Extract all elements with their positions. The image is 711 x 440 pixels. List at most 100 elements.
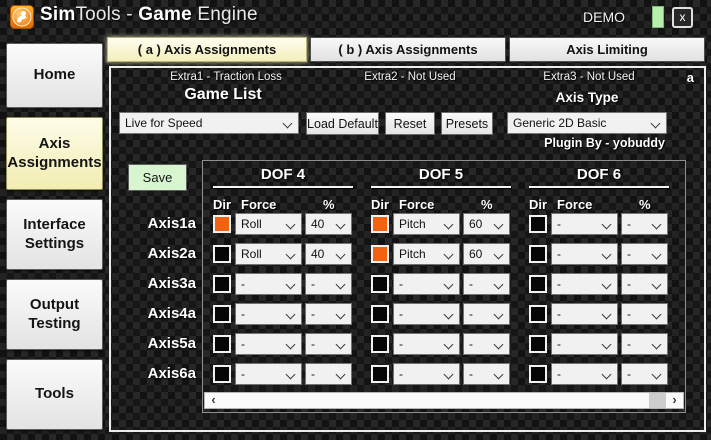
tab-axis-assignments-a[interactable]: ( a ) Axis Assignments bbox=[107, 37, 307, 62]
dir-checkbox[interactable] bbox=[213, 215, 231, 233]
dof-table-panel: DOF 4 DOF 5 DOF 6 Dir Force% Dir Force% Dir F… bbox=[202, 160, 686, 413]
force-dropdown[interactable]: - bbox=[235, 363, 302, 385]
percent-dropdown[interactable]: - bbox=[621, 273, 668, 295]
force-column-header: Force bbox=[241, 197, 277, 212]
force-selected: - bbox=[241, 277, 245, 291]
close-button[interactable]: x bbox=[672, 7, 693, 28]
axis-row-label: Axis2a bbox=[147, 245, 196, 262]
dir-checkbox[interactable] bbox=[213, 335, 231, 353]
force-dropdown[interactable]: Roll bbox=[235, 213, 302, 235]
dir-checkbox[interactable] bbox=[529, 275, 547, 293]
chevron-down-icon bbox=[443, 249, 454, 260]
dir-checkbox[interactable] bbox=[213, 305, 231, 323]
demo-badge: DEMO bbox=[583, 9, 625, 25]
extra1-status: Extra1 - Traction Loss bbox=[170, 71, 282, 83]
dir-checkbox[interactable] bbox=[529, 335, 547, 353]
dir-checkbox[interactable] bbox=[371, 335, 389, 353]
chevron-down-icon bbox=[493, 339, 504, 350]
tab-axis-assignments-b[interactable]: ( b ) Axis Assignments bbox=[310, 37, 506, 62]
percent-dropdown[interactable]: - bbox=[621, 333, 668, 355]
sidebar-item-home[interactable]: Home bbox=[6, 43, 103, 108]
dir-checkbox[interactable] bbox=[371, 245, 389, 263]
chevron-down-icon bbox=[285, 339, 296, 350]
dir-column-header: Dir bbox=[529, 197, 548, 212]
game-list-dropdown[interactable]: Live for Speed bbox=[119, 112, 299, 134]
scroll-right-icon[interactable]: › bbox=[666, 393, 683, 408]
dir-checkbox[interactable] bbox=[213, 365, 231, 383]
percent-dropdown[interactable]: 60 bbox=[463, 213, 510, 235]
sidebar-item-tools[interactable]: Tools bbox=[6, 359, 103, 430]
app-icon bbox=[10, 5, 34, 29]
force-dropdown[interactable]: - bbox=[393, 333, 460, 355]
percent-dropdown[interactable]: - bbox=[621, 213, 668, 235]
chevron-down-icon bbox=[443, 219, 454, 230]
chevron-down-icon bbox=[335, 279, 346, 290]
scrollbar-thumb[interactable] bbox=[222, 393, 649, 408]
page-marker: a bbox=[686, 70, 694, 85]
sidebar-item-interface-settings[interactable]: Interface Settings bbox=[6, 199, 103, 270]
sidebar-item-axis-assignments[interactable]: Axis Assignments bbox=[6, 117, 103, 190]
dir-column-header: Dir bbox=[213, 197, 232, 212]
tab-axis-limiting[interactable]: Axis Limiting bbox=[509, 37, 705, 62]
axis-type-dropdown[interactable]: Generic 2D Basic bbox=[507, 112, 667, 134]
percent-selected: 40 bbox=[311, 217, 325, 231]
force-selected: Roll bbox=[241, 247, 262, 261]
horizontal-scrollbar[interactable]: ‹ › bbox=[204, 392, 684, 409]
title-seg-sim: Sim bbox=[40, 4, 76, 25]
dir-checkbox[interactable] bbox=[529, 215, 547, 233]
percent-dropdown[interactable]: - bbox=[621, 243, 668, 265]
dir-checkbox[interactable] bbox=[213, 275, 231, 293]
dir-checkbox[interactable] bbox=[213, 245, 231, 263]
percent-selected: - bbox=[469, 367, 473, 381]
chevron-down-icon bbox=[335, 339, 346, 350]
dof4-underline bbox=[213, 186, 353, 188]
percent-dropdown[interactable]: - bbox=[463, 303, 510, 325]
dir-checkbox[interactable] bbox=[529, 245, 547, 263]
dir-checkbox[interactable] bbox=[371, 305, 389, 323]
force-dropdown[interactable]: - bbox=[551, 333, 618, 355]
force-dropdown[interactable]: - bbox=[393, 303, 460, 325]
percent-dropdown[interactable]: 40 bbox=[305, 213, 352, 235]
chevron-down-icon bbox=[651, 309, 662, 320]
percent-dropdown[interactable]: - bbox=[305, 333, 352, 355]
dir-checkbox[interactable] bbox=[529, 365, 547, 383]
percent-dropdown[interactable]: - bbox=[305, 363, 352, 385]
reset-button[interactable]: Reset bbox=[385, 112, 435, 135]
percent-dropdown[interactable]: - bbox=[305, 303, 352, 325]
force-dropdown[interactable]: - bbox=[235, 333, 302, 355]
force-dropdown[interactable]: - bbox=[551, 213, 618, 235]
force-dropdown[interactable]: - bbox=[235, 303, 302, 325]
dir-checkbox[interactable] bbox=[371, 275, 389, 293]
axis-assignments-panel: Extra1 - Traction Loss Extra2 - Not Used… bbox=[109, 66, 706, 432]
percent-dropdown[interactable]: - bbox=[621, 303, 668, 325]
dir-checkbox[interactable] bbox=[529, 305, 547, 323]
scroll-left-icon[interactable]: ‹ bbox=[205, 393, 222, 408]
save-button[interactable]: Save bbox=[128, 164, 187, 191]
percent-dropdown[interactable]: - bbox=[463, 363, 510, 385]
percent-dropdown[interactable]: 40 bbox=[305, 243, 352, 265]
percent-dropdown[interactable]: - bbox=[305, 273, 352, 295]
force-dropdown[interactable]: Pitch bbox=[393, 243, 460, 265]
scrollbar-track-gap[interactable] bbox=[649, 393, 666, 408]
force-dropdown[interactable]: Pitch bbox=[393, 213, 460, 235]
force-dropdown[interactable]: - bbox=[551, 273, 618, 295]
dir-checkbox[interactable] bbox=[371, 215, 389, 233]
chevron-down-icon bbox=[335, 219, 346, 230]
chevron-down-icon bbox=[493, 249, 504, 260]
force-dropdown[interactable]: Roll bbox=[235, 243, 302, 265]
percent-dropdown[interactable]: - bbox=[463, 273, 510, 295]
force-dropdown[interactable]: - bbox=[551, 243, 618, 265]
force-dropdown[interactable]: - bbox=[551, 363, 618, 385]
presets-button[interactable]: Presets bbox=[441, 112, 493, 135]
percent-dropdown[interactable]: 60 bbox=[463, 243, 510, 265]
force-dropdown[interactable]: - bbox=[393, 273, 460, 295]
chevron-down-icon bbox=[601, 309, 612, 320]
dir-checkbox[interactable] bbox=[371, 365, 389, 383]
percent-dropdown[interactable]: - bbox=[621, 363, 668, 385]
force-dropdown[interactable]: - bbox=[551, 303, 618, 325]
force-dropdown[interactable]: - bbox=[235, 273, 302, 295]
force-dropdown[interactable]: - bbox=[393, 363, 460, 385]
load-default-button[interactable]: Load Default bbox=[306, 112, 379, 135]
sidebar-item-output-testing[interactable]: Output Testing bbox=[6, 279, 103, 350]
percent-dropdown[interactable]: - bbox=[463, 333, 510, 355]
